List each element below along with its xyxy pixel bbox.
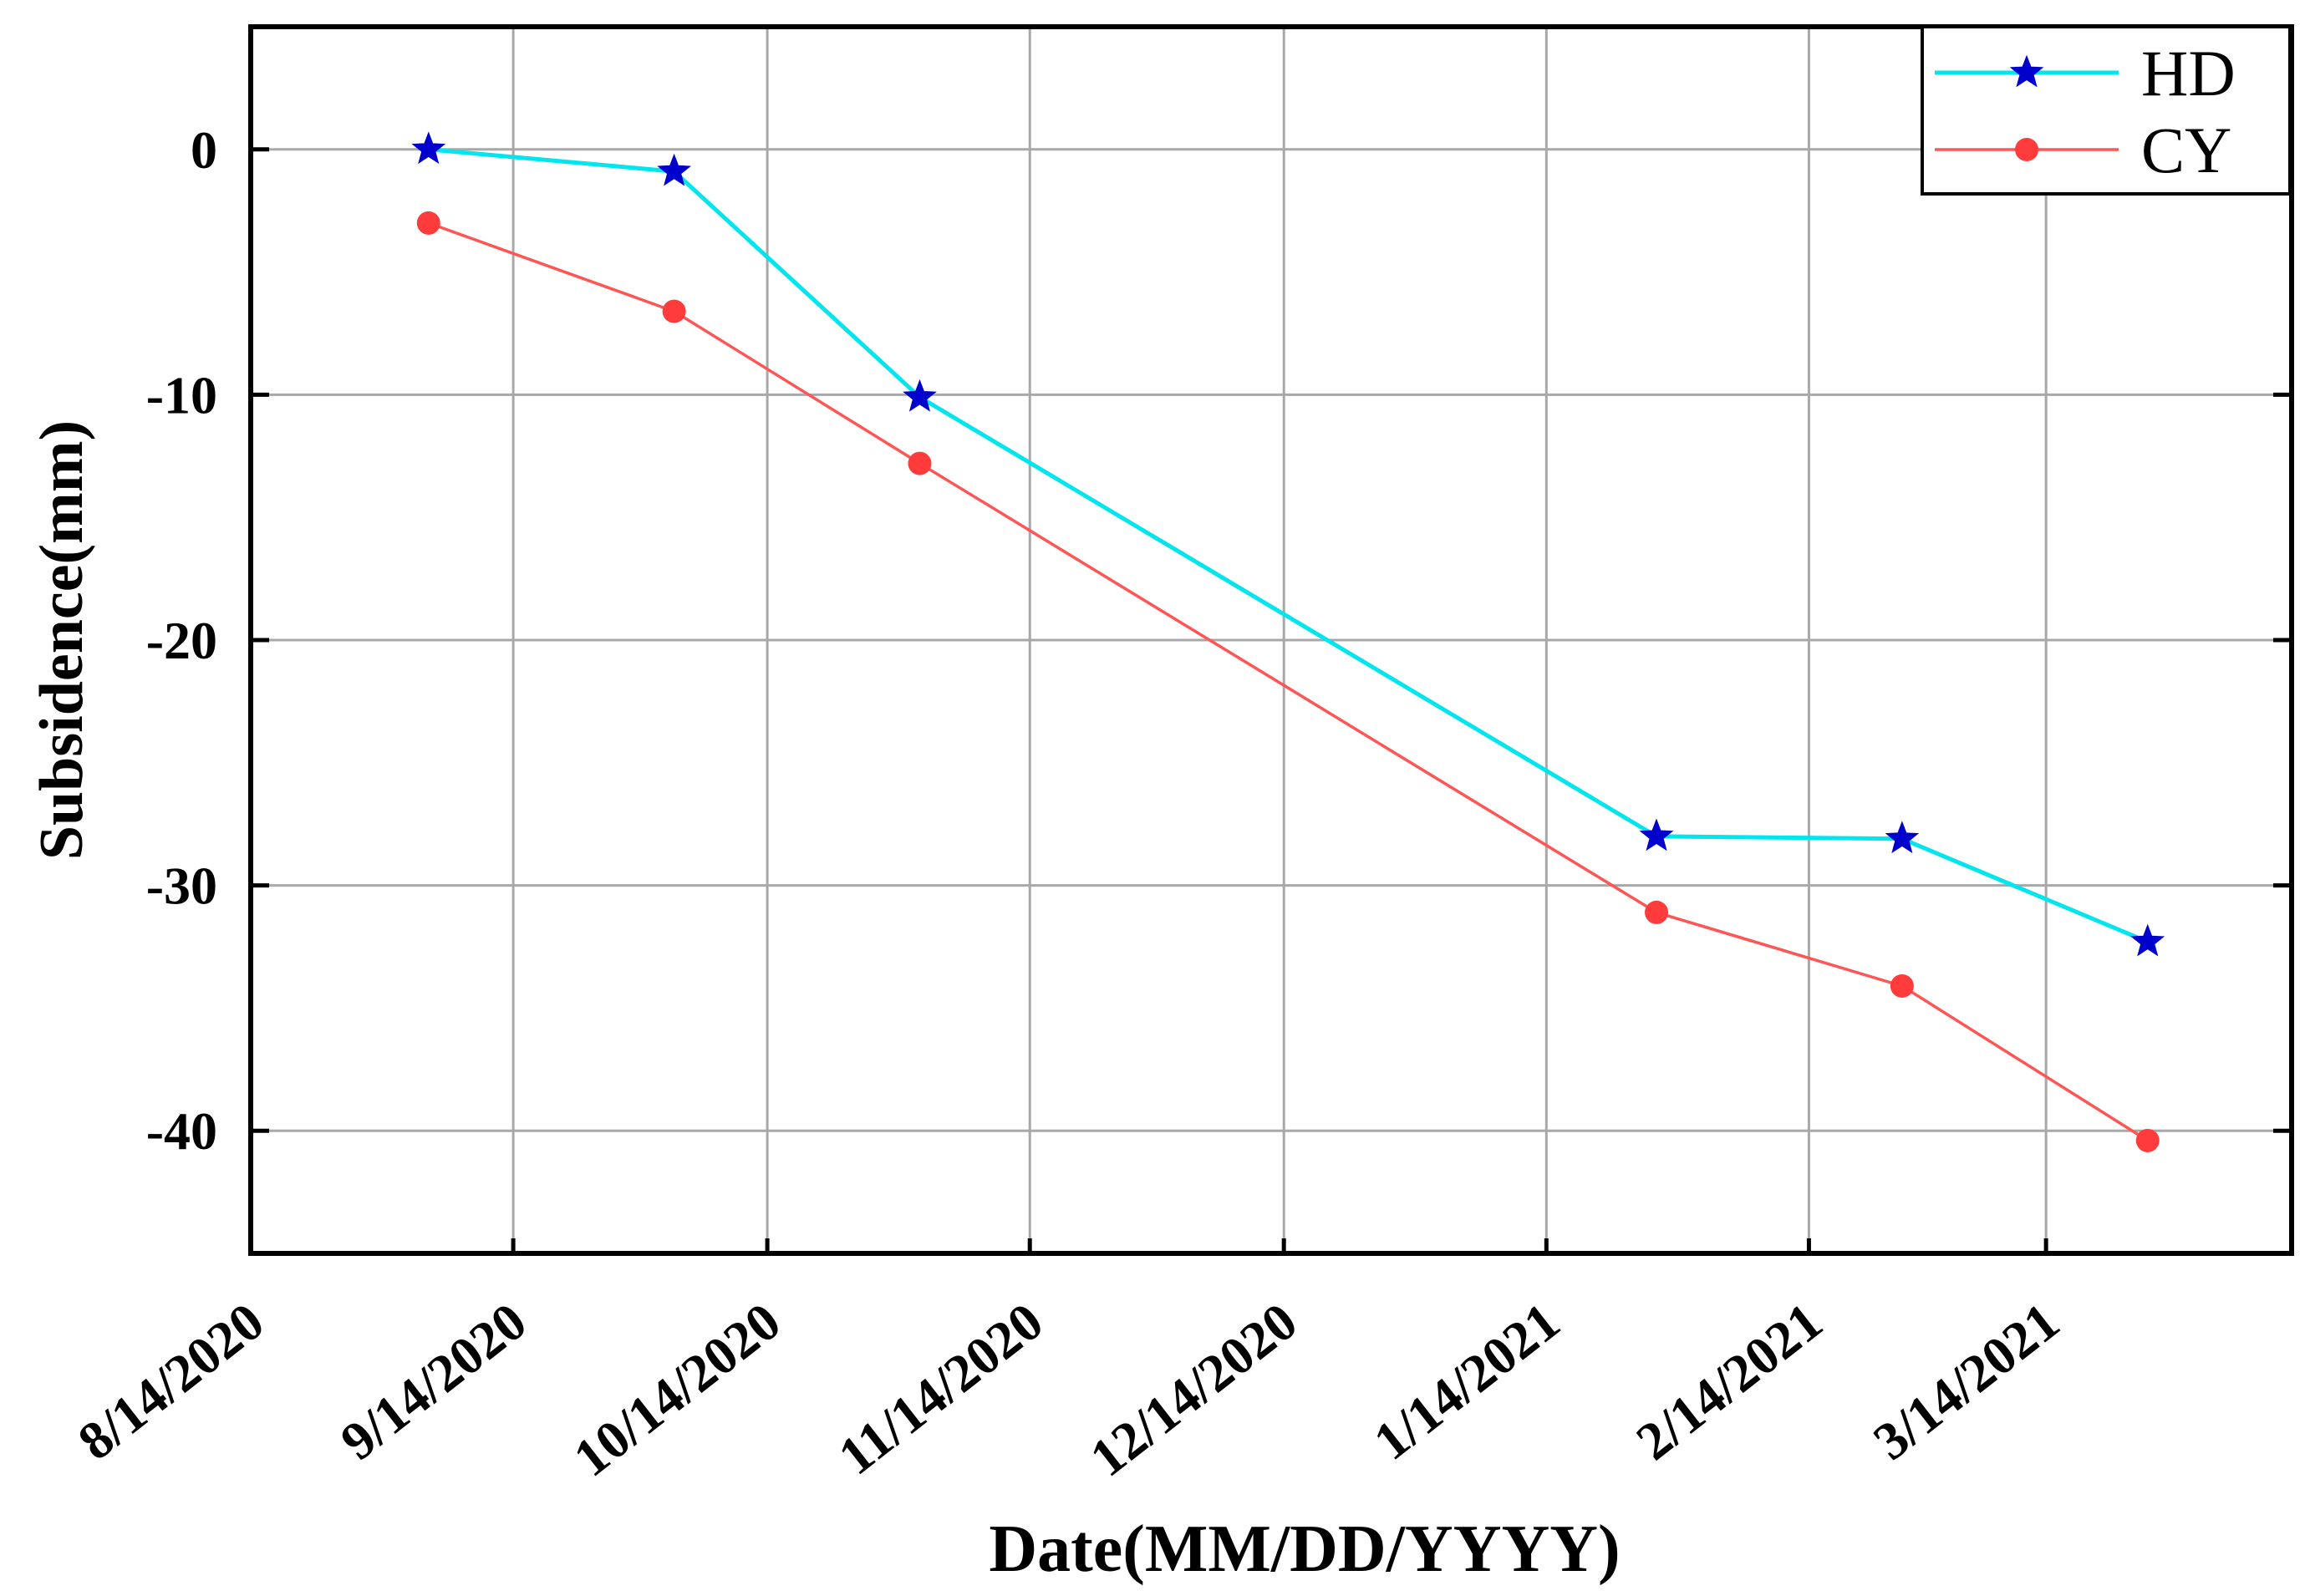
legend-marker-hd: [2009, 54, 2044, 88]
data-point-hd: [657, 153, 692, 186]
x-tick-label: 8/14/2020: [67, 1291, 274, 1471]
x-tick-label: 10/14/2020: [562, 1291, 791, 1487]
y-tick-label: -10: [146, 365, 217, 424]
grid-layer: [251, 27, 2292, 1253]
x-tick-label: 3/14/2021: [1863, 1291, 2070, 1471]
legend-label-cy: CY: [2141, 114, 2231, 186]
series-line-cy: [428, 221, 2149, 1142]
data-point-cy: [1645, 900, 1669, 924]
x-tick-label: 12/14/2020: [1079, 1291, 1307, 1487]
data-point-cy: [416, 211, 440, 235]
legend-box: [1921, 25, 2292, 196]
x-axis-title: Date(MM/DD/YYYY): [989, 1512, 1620, 1586]
legend-label-hd: HD: [2141, 37, 2236, 109]
tick-layer: 8/14/2020 9/14/2020 10/14/2020 11/14/2020 12…: [67, 120, 2292, 1488]
y-tick-label: -30: [146, 856, 217, 916]
x-tick-label: 2/14/2021: [1626, 1291, 1833, 1471]
data-point-hd: [2130, 923, 2165, 957]
data-point-cy: [908, 451, 932, 475]
legend-marker-cy: [2015, 138, 2038, 161]
data-point-cy: [2135, 1128, 2160, 1152]
data-point-hd: [1885, 821, 1920, 854]
y-axis-title: Subsidence(mm): [28, 420, 96, 860]
data-point-cy: [1890, 973, 1914, 998]
y-tick-label: -40: [146, 1101, 217, 1161]
y-tick-label: 0: [191, 120, 217, 180]
data-point-cy: [662, 299, 686, 323]
data-point-hd: [903, 379, 937, 412]
series-layer: [411, 131, 2165, 1152]
data-point-hd: [1639, 818, 1674, 851]
data-point-hd: [411, 131, 446, 165]
y-tick-label: -20: [146, 611, 217, 670]
x-tick-label: 11/14/2020: [827, 1291, 1054, 1486]
series-line-hd: [428, 147, 2149, 944]
x-tick-label: 1/14/2021: [1363, 1291, 1570, 1471]
x-tick-label: 9/14/2020: [329, 1291, 537, 1471]
